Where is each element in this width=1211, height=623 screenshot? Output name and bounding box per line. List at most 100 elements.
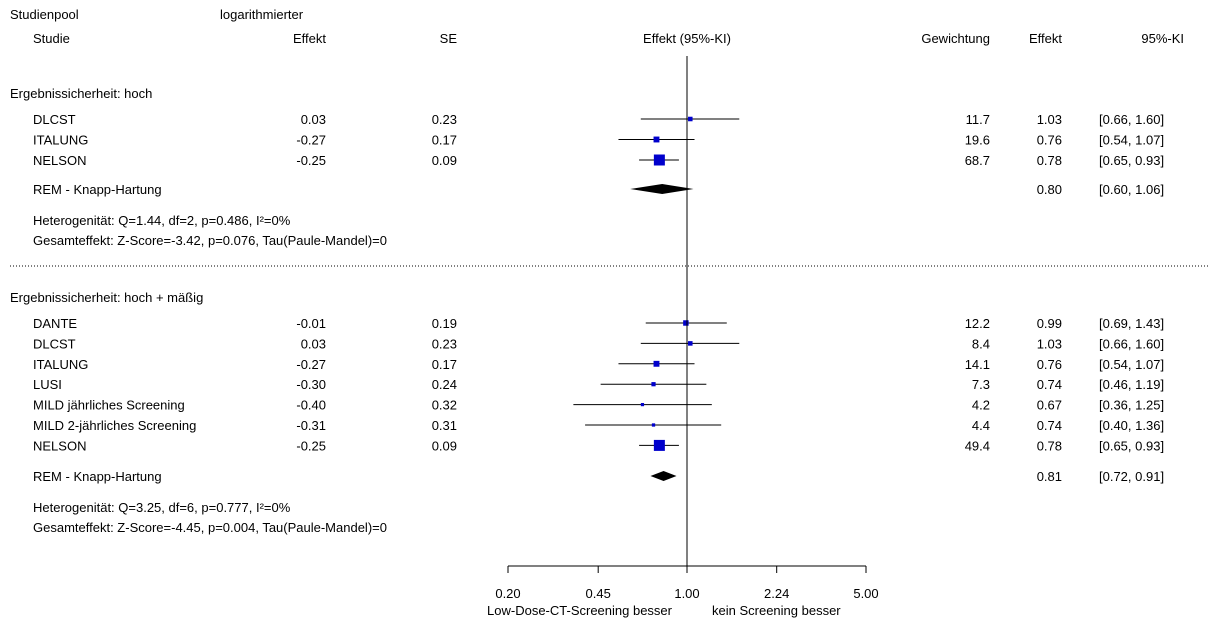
study-log-effect: 0.03 — [301, 336, 326, 351]
study-se: 0.09 — [432, 438, 457, 453]
study-log-effect: -0.40 — [296, 398, 326, 413]
x-tick-label: 0.45 — [586, 586, 611, 601]
header-effekt-ki: Effekt (95%-KI) — [643, 31, 731, 46]
study-se: 0.24 — [432, 377, 457, 392]
study-weight: 68.7 — [965, 153, 990, 168]
study-log-effect: 0.03 — [301, 112, 326, 127]
study-name: NELSON — [33, 153, 86, 168]
pooled-ci: [0.72, 0.91] — [1099, 469, 1164, 484]
study-marker — [651, 423, 656, 427]
study-weight: 49.4 — [965, 438, 990, 453]
study-effect: 0.78 — [1037, 438, 1062, 453]
study-name: NELSON — [33, 438, 86, 453]
study-effect: 0.74 — [1037, 418, 1062, 433]
study-name: ITALUNG — [33, 133, 88, 148]
x-tick-label: 0.20 — [495, 586, 520, 601]
study-se: 0.17 — [432, 357, 457, 372]
study-se: 0.23 — [432, 336, 457, 351]
pooled-label: REM - Knapp-Hartung — [33, 469, 162, 484]
header-se: SE — [440, 31, 458, 46]
pooled-label: REM - Knapp-Hartung — [33, 182, 162, 197]
study-ci: [0.69, 1.43] — [1099, 316, 1164, 331]
x-axis: 0.20 0.45 1.00 2.24 5.00 Low-Dose-CT-Screeni… — [487, 565, 879, 618]
study-rows: DLCST 0.03 0.23 11.7 1.03 [0.66, 1.60] ITALUNG… — [33, 112, 1164, 453]
study-effect: 0.76 — [1037, 133, 1062, 148]
pooled-diamond — [630, 184, 694, 194]
x-tick-label: 5.00 — [853, 586, 878, 601]
header-studie: Studie — [33, 31, 70, 46]
group-title: Ergebnissicherheit: hoch — [10, 86, 152, 101]
study-weight: 4.4 — [972, 418, 990, 433]
overall-effect-text: Gesamteffekt: Z-Score=-3.42, p=0.076, Ta… — [33, 233, 387, 248]
study-se: 0.23 — [432, 112, 457, 127]
study-se: 0.19 — [432, 316, 457, 331]
study-se: 0.09 — [432, 153, 457, 168]
pooled-ci: [0.60, 1.06] — [1099, 182, 1164, 197]
study-marker — [683, 320, 689, 326]
study-se: 0.31 — [432, 418, 457, 433]
pooled-effect: 0.81 — [1037, 469, 1062, 484]
study-marker — [688, 116, 693, 122]
study-weight: 8.4 — [972, 336, 990, 351]
study-name: MILD 2-jährliches Screening — [33, 418, 196, 433]
overall-effect-text: Gesamteffekt: Z-Score=-4.45, p=0.004, Ta… — [33, 520, 387, 535]
study-ci: [0.54, 1.07] — [1099, 357, 1164, 372]
study-marker — [688, 341, 693, 346]
study-ci: [0.65, 0.93] — [1099, 153, 1164, 168]
study-log-effect: -0.27 — [296, 133, 326, 148]
study-ci: [0.65, 0.93] — [1099, 438, 1164, 453]
study-marker — [653, 360, 660, 367]
header-log-effekt-line1: logarithmierter — [220, 7, 304, 22]
study-log-effect: -0.31 — [296, 418, 326, 433]
study-effect: 0.76 — [1037, 357, 1062, 372]
study-log-effect: -0.25 — [296, 438, 326, 453]
study-name: DLCST — [33, 112, 76, 127]
study-ci: [0.40, 1.36] — [1099, 418, 1164, 433]
study-name: DANTE — [33, 316, 77, 331]
pooled-effect: 0.80 — [1037, 182, 1062, 197]
study-marker — [640, 402, 645, 407]
study-weight: 19.6 — [965, 133, 990, 148]
group-2: Ergebnissicherheit: hoch + mäßig REM - K… — [10, 290, 1164, 535]
column-headers: Studienpool Studie logarithmierter Effek… — [10, 7, 1184, 46]
header-effekt: Effekt — [1029, 31, 1062, 46]
heterogeneity-text: Heterogenität: Q=3.25, df=6, p=0.777, I²… — [33, 500, 291, 515]
study-weight: 7.3 — [972, 377, 990, 392]
study-name: MILD jährliches Screening — [33, 398, 185, 413]
study-ci: [0.46, 1.19] — [1099, 377, 1164, 392]
study-log-effect: -0.30 — [296, 377, 326, 392]
study-weight: 11.7 — [966, 112, 990, 127]
study-ci: [0.54, 1.07] — [1099, 133, 1164, 148]
header-studienpool: Studienpool — [10, 7, 79, 22]
study-se: 0.32 — [432, 398, 457, 413]
study-marker — [653, 154, 665, 166]
study-marker — [651, 382, 656, 387]
study-effect: 0.67 — [1037, 398, 1062, 413]
study-name: LUSI — [33, 377, 62, 392]
x-tick-label: 2.24 — [764, 586, 789, 601]
pooled-diamond — [650, 471, 677, 481]
study-ci: [0.36, 1.25] — [1099, 398, 1164, 413]
x-label-right: kein Screening besser — [712, 603, 841, 618]
study-log-effect: -0.01 — [296, 316, 326, 331]
study-name: DLCST — [33, 336, 76, 351]
study-weight: 12.2 — [965, 316, 990, 331]
study-effect: 1.03 — [1037, 112, 1062, 127]
header-95-ki: 95%-KI — [1141, 31, 1184, 46]
study-log-effect: -0.27 — [296, 357, 326, 372]
x-label-left: Low-Dose-CT-Screening besser — [487, 603, 673, 618]
study-se: 0.17 — [432, 133, 457, 148]
study-log-effect: -0.25 — [296, 153, 326, 168]
study-marker — [653, 136, 660, 143]
x-axis-ticks: 0.20 0.45 1.00 2.24 5.00 — [495, 566, 879, 601]
study-weight: 4.2 — [972, 398, 990, 413]
header-log-effekt-line2: Effekt — [293, 31, 326, 46]
x-tick-label: 1.00 — [674, 586, 699, 601]
plot-marks — [573, 56, 740, 566]
study-ci: [0.66, 1.60] — [1099, 336, 1164, 351]
study-ci: [0.66, 1.60] — [1099, 112, 1164, 127]
study-weight: 14.1 — [965, 357, 990, 372]
study-effect: 0.99 — [1037, 316, 1062, 331]
group-1: Ergebnissicherheit: hoch REM - Knapp-Har… — [10, 86, 1164, 248]
